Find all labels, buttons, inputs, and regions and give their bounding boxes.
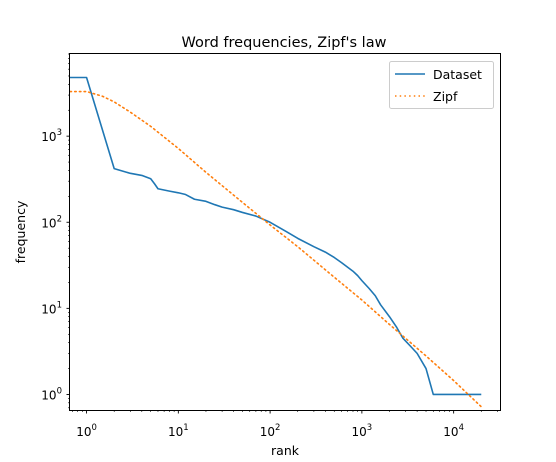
plot-area xyxy=(69,53,501,411)
legend: Dataset Zipf xyxy=(389,61,494,109)
x-axis-ticks: 100 101 102 103 104 xyxy=(72,410,498,439)
y-tick-label: 100 xyxy=(41,386,62,402)
series-line-dataset xyxy=(70,76,482,396)
x-tick-label: 103 xyxy=(352,423,373,439)
chart-title: Word frequencies, Zipf's law xyxy=(182,35,387,51)
plot-frame xyxy=(69,53,501,411)
y-axis-label: frequency xyxy=(13,200,28,263)
legend-label-zipf: Zipf xyxy=(433,89,458,104)
y-tick-label: 103 xyxy=(41,128,62,144)
legend-label-dataset: Dataset xyxy=(433,67,482,82)
y-tick-label: 102 xyxy=(41,214,62,230)
x-axis-label: rank xyxy=(271,443,300,458)
x-tick-label: 102 xyxy=(260,423,281,439)
y-tick-label: 101 xyxy=(41,300,62,316)
series-layer xyxy=(69,76,483,408)
y-axis-ticks: 100 101 102 103 xyxy=(41,53,70,409)
x-tick-label: 104 xyxy=(443,423,464,439)
series-line-zipf xyxy=(69,90,483,408)
x-tick-label: 100 xyxy=(76,423,97,439)
x-tick-label: 101 xyxy=(168,423,189,439)
